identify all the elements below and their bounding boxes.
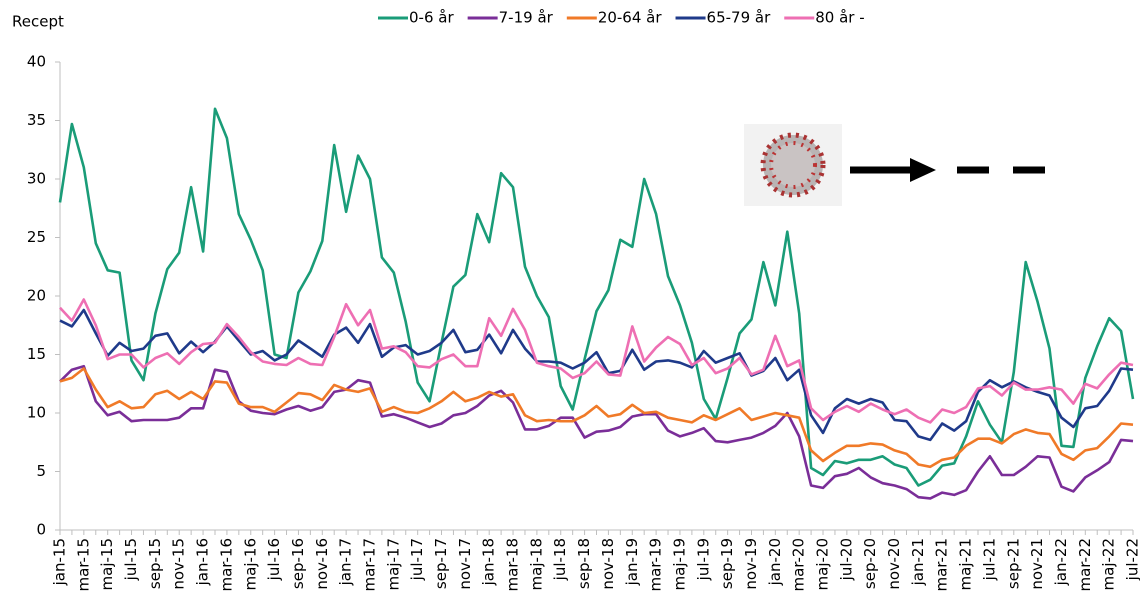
x-tick-label: sep-20 bbox=[861, 538, 879, 589]
y-tick-label: 10 bbox=[27, 404, 46, 422]
virus-annotation bbox=[744, 124, 1045, 206]
x-tick-label: jan-16 bbox=[194, 538, 212, 586]
y-tick-label: 25 bbox=[27, 228, 46, 246]
x-tick-label: sep-16 bbox=[289, 538, 307, 589]
x-tick-label: jul-20 bbox=[837, 538, 855, 581]
x-tick-label: jan-22 bbox=[1052, 538, 1070, 586]
x-tick-label: jan-18 bbox=[480, 538, 498, 586]
virus-icon-inner bbox=[771, 143, 815, 187]
x-tick-label: maj-15 bbox=[98, 538, 116, 590]
x-tick-label: jul-21 bbox=[980, 538, 998, 581]
x-tick-label: sep-19 bbox=[718, 538, 736, 589]
x-tick-label: jul-22 bbox=[1124, 538, 1140, 581]
y-tick-label: 5 bbox=[36, 462, 46, 480]
x-tick-label: mar-19 bbox=[647, 538, 665, 592]
y-tick-label: 40 bbox=[27, 53, 46, 71]
x-tick-label: jan-15 bbox=[51, 538, 69, 586]
legend-label: 20-64 år bbox=[598, 9, 663, 27]
x-tick-label: nov-16 bbox=[313, 538, 331, 590]
x-tick-label: maj-19 bbox=[670, 538, 688, 590]
x-tick-label: mar-21 bbox=[933, 538, 951, 592]
y-tick-label: 20 bbox=[27, 287, 46, 305]
x-tick-label: maj-21 bbox=[957, 538, 975, 590]
y-tick-label: 30 bbox=[27, 170, 46, 188]
x-tick-label: mar-17 bbox=[360, 538, 378, 592]
series-line bbox=[60, 109, 1133, 486]
x-tick-label: jan-20 bbox=[766, 538, 784, 586]
x-tick-label: nov-15 bbox=[170, 538, 188, 590]
x-tick-label: jul-17 bbox=[408, 538, 426, 581]
x-tick-label: sep-21 bbox=[1004, 538, 1022, 589]
x-tick-label: maj-20 bbox=[814, 538, 832, 590]
legend-label: 0-6 år bbox=[409, 9, 454, 27]
x-tick-label: mar-15 bbox=[74, 538, 92, 592]
x-tick-label: jul-19 bbox=[694, 538, 712, 581]
x-tick-label: maj-18 bbox=[527, 538, 545, 590]
x-tick-label: maj-22 bbox=[1100, 538, 1118, 590]
x-tick-label: nov-21 bbox=[1028, 538, 1046, 590]
arrow-head bbox=[910, 158, 936, 182]
series-line bbox=[60, 366, 1133, 498]
x-tick-label: nov-17 bbox=[456, 538, 474, 590]
x-tick-label: sep-17 bbox=[432, 538, 450, 589]
y-tick-label: 15 bbox=[27, 345, 46, 363]
x-tick-label: jul-16 bbox=[265, 538, 283, 581]
x-tick-label: maj-16 bbox=[241, 538, 259, 590]
y-tick-label: 35 bbox=[27, 111, 46, 129]
y-axis-label: Recept bbox=[12, 13, 64, 31]
x-tick-label: mar-20 bbox=[790, 538, 808, 592]
x-tick-label: mar-18 bbox=[504, 538, 522, 592]
legend-label: 80 år - bbox=[815, 9, 864, 27]
x-tick-label: maj-17 bbox=[384, 538, 402, 590]
x-tick-label: nov-20 bbox=[885, 538, 903, 590]
legend-label: 7-19 år bbox=[499, 9, 554, 27]
x-tick-label: jul-18 bbox=[551, 538, 569, 581]
y-tick-label: 0 bbox=[36, 521, 46, 539]
x-tick-label: sep-15 bbox=[146, 538, 164, 589]
legend-label: 65-79 år bbox=[707, 9, 772, 27]
x-tick-label: jan-21 bbox=[909, 538, 927, 586]
x-tick-label: mar-16 bbox=[217, 538, 235, 592]
x-tick-label: sep-18 bbox=[575, 538, 593, 589]
x-tick-label: jan-17 bbox=[337, 538, 355, 586]
x-tick-label: jan-19 bbox=[623, 538, 641, 586]
x-tick-label: nov-18 bbox=[599, 538, 617, 590]
x-tick-label: nov-19 bbox=[742, 538, 760, 590]
x-tick-label: mar-22 bbox=[1076, 538, 1094, 592]
x-tick-label: jul-15 bbox=[122, 538, 140, 581]
